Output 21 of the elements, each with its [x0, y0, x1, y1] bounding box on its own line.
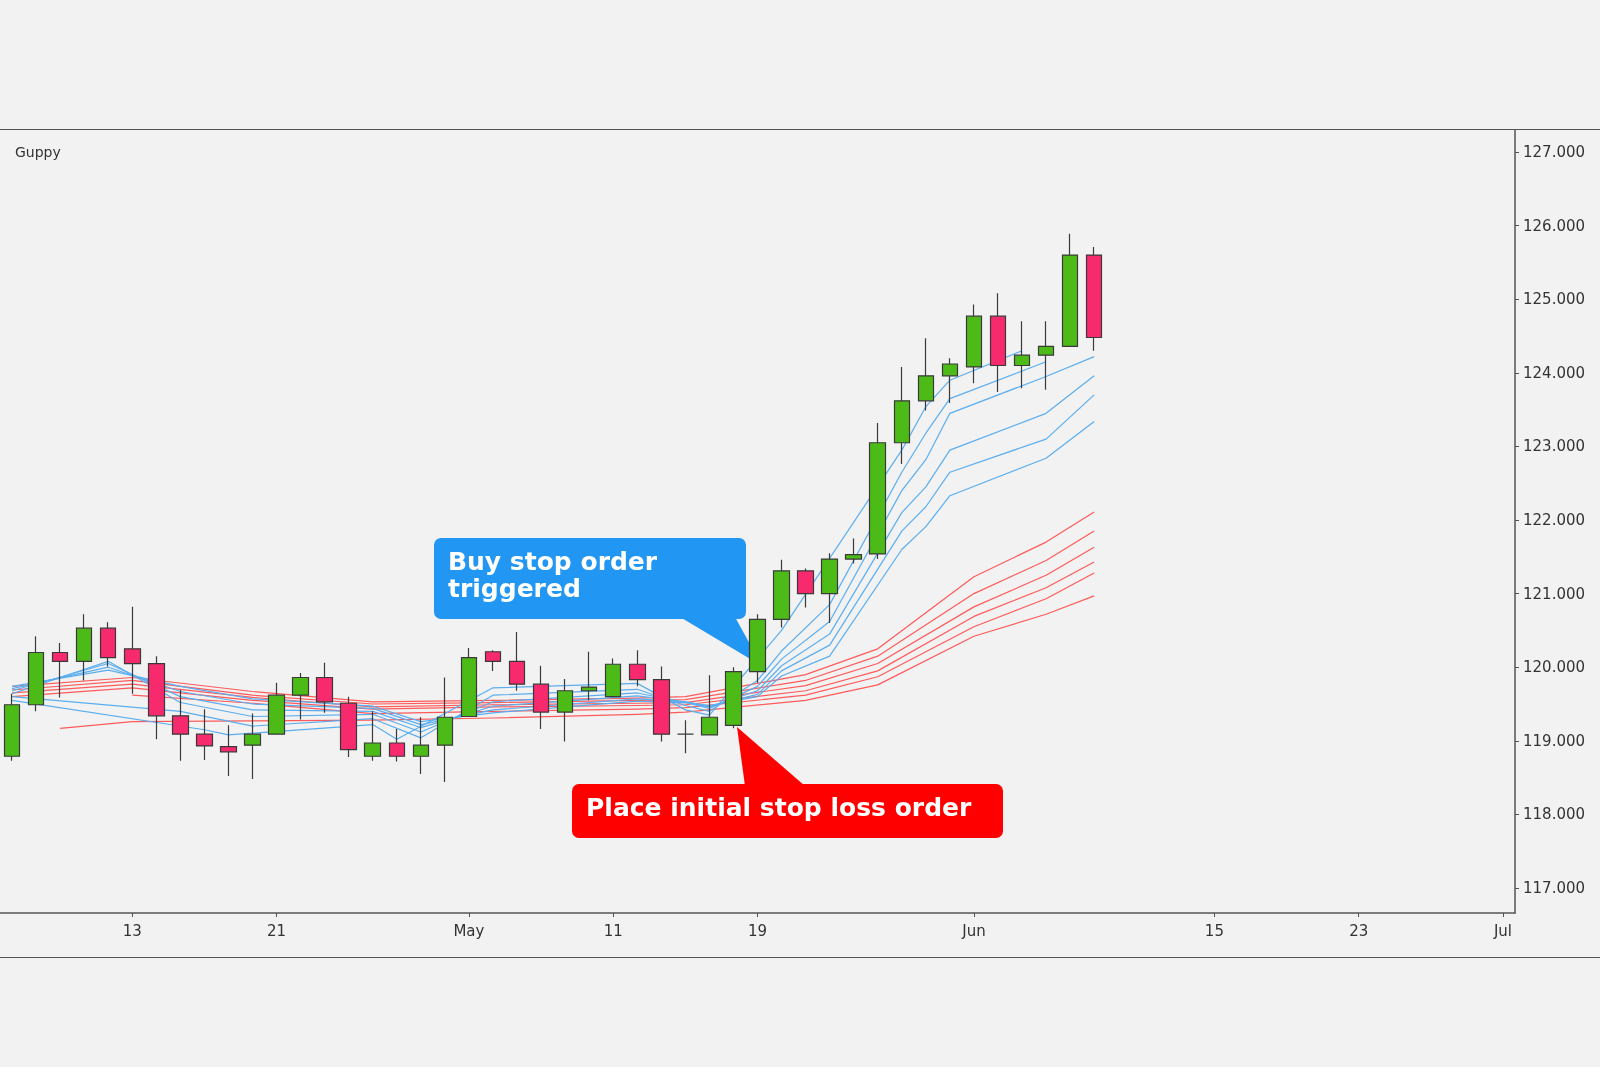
x-tick-label: 11	[603, 921, 623, 940]
x-tick-label: 23	[1349, 921, 1369, 940]
y-tick-label: 123.000	[1523, 437, 1586, 456]
text: Guppy	[15, 144, 61, 160]
x-tick-label: Jul	[1492, 921, 1513, 940]
x-tick-label: 21	[267, 921, 287, 940]
y-tick-label: 126.000	[1523, 216, 1586, 235]
y-tick-label: 125.000	[1523, 290, 1586, 309]
x-tick-label: 13	[122, 921, 142, 940]
y-tick-label: 120.000	[1523, 658, 1586, 677]
y-tick-label: 118.000	[1523, 805, 1586, 824]
y-tick-label: 122.000	[1523, 511, 1586, 530]
y-tick-label: 121.000	[1523, 584, 1586, 603]
x-tick-label: 15	[1204, 921, 1224, 940]
x-tick-label: 19	[747, 921, 768, 940]
y-tick-label: 117.000	[1523, 878, 1586, 897]
x-tick-label: Jun	[961, 921, 986, 940]
x-tick-label: May	[453, 921, 485, 940]
y-tick-label: 127.000	[1523, 143, 1586, 162]
y-tick-label: 119.000	[1523, 731, 1586, 750]
y-tick-label: 124.000	[1523, 363, 1586, 382]
